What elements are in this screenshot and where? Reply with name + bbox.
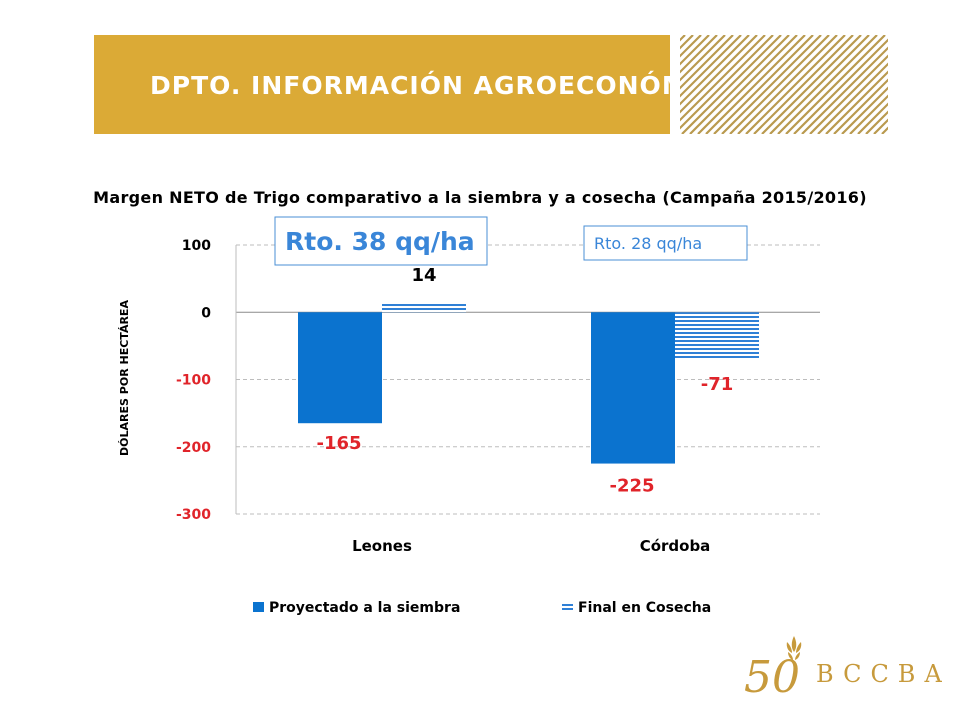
header-title: DPTO. INFORMACIÓN AGROECONÓMICA <box>150 71 738 100</box>
y-tick-label: 100 <box>182 238 211 254</box>
chart-title: Margen NETO de Trigo comparativo a la si… <box>93 188 867 207</box>
bar-final-0 <box>382 302 466 313</box>
x-category-label: Córdoba <box>640 537 711 555</box>
data-label: -225 <box>609 476 654 497</box>
svg-text:BCCBA: BCCBA <box>816 660 942 688</box>
y-axis-title: DÓLARES POR HECTÁREA <box>118 300 131 456</box>
diagonal-stripes-decoration <box>680 35 888 134</box>
yield-annotation-text: Rto. 38 qq/ha <box>285 227 475 256</box>
svg-text:50: 50 <box>744 652 800 700</box>
y-tick-label: -200 <box>176 440 211 456</box>
legend-label: Proyectado a la siembra <box>269 600 460 616</box>
y-tick-label: -300 <box>176 507 211 523</box>
header-banner: DPTO. INFORMACIÓN AGROECONÓMICA <box>94 35 737 134</box>
yield-annotation-box <box>274 216 488 266</box>
data-label: -165 <box>316 433 361 454</box>
legend-swatch <box>253 602 264 612</box>
bccba-50-logo: 50 BCCBA <box>744 636 942 700</box>
legend-label: Final en Cosecha <box>578 600 711 616</box>
legend-swatch <box>562 602 573 612</box>
bar-proyectado-1 <box>591 312 675 464</box>
data-label: 14 <box>411 265 436 286</box>
yield-annotation-box <box>583 225 748 261</box>
bar-final-1 <box>675 312 759 360</box>
yield-annotation-text: Rto. 28 qq/ha <box>594 234 702 253</box>
y-tick-label: -100 <box>176 373 211 389</box>
y-tick-label: 0 <box>201 305 211 321</box>
x-category-label: Leones <box>352 537 412 555</box>
data-label: -71 <box>701 374 734 395</box>
bar-proyectado-0 <box>298 312 382 424</box>
